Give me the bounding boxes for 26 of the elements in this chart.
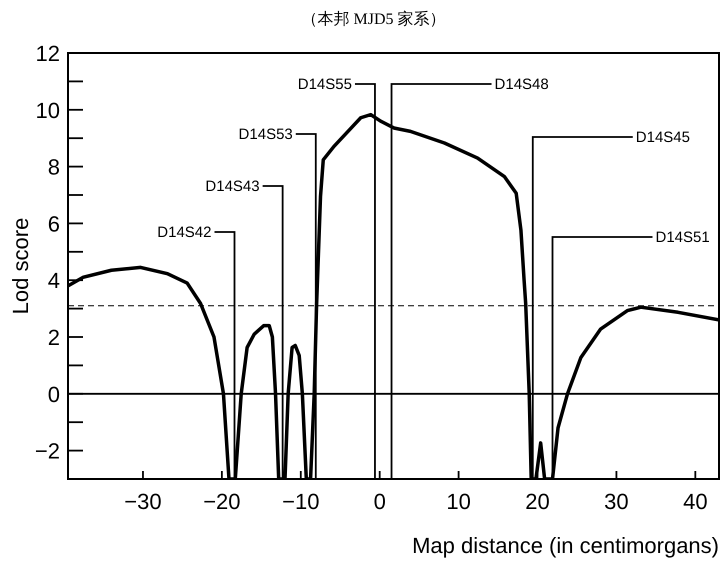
y-axis-title: Lod score xyxy=(8,218,33,314)
x-tick-label: 40 xyxy=(683,489,708,514)
ref-line-label: D14S53 xyxy=(238,126,293,143)
x-tick-label: 20 xyxy=(525,489,550,514)
y-tick-label: 2 xyxy=(48,325,60,350)
y-tick-label: −2 xyxy=(34,438,60,464)
y-tick-label: 8 xyxy=(48,154,60,180)
ref-line-label: D14S43 xyxy=(205,178,260,195)
x-tick-label: 0 xyxy=(374,489,386,514)
y-tick-label: 4 xyxy=(48,268,60,294)
ref-line-label: D14S55 xyxy=(298,76,352,93)
ref-line-label: D14S42 xyxy=(157,224,212,241)
y-tick-label: 10 xyxy=(36,98,60,123)
x-tick-label: 30 xyxy=(604,489,629,514)
ref-line-label: D14S48 xyxy=(494,76,549,93)
y-tick-label: 0 xyxy=(48,382,60,407)
y-tick-label: 12 xyxy=(36,41,60,66)
ref-line-label: D14S45 xyxy=(636,129,690,146)
chart-title: （本邦 MJD5 家系） xyxy=(301,10,446,28)
x-tick-label: −20 xyxy=(203,489,241,514)
x-tick-label: −30 xyxy=(124,489,162,514)
y-tick-label: 6 xyxy=(48,211,60,236)
x-axis-title: Map distance (in centimorgans) xyxy=(412,533,719,558)
ref-line-label: D14S51 xyxy=(656,229,710,246)
x-tick-label: 10 xyxy=(446,489,471,514)
x-tick-label: −10 xyxy=(282,489,320,514)
